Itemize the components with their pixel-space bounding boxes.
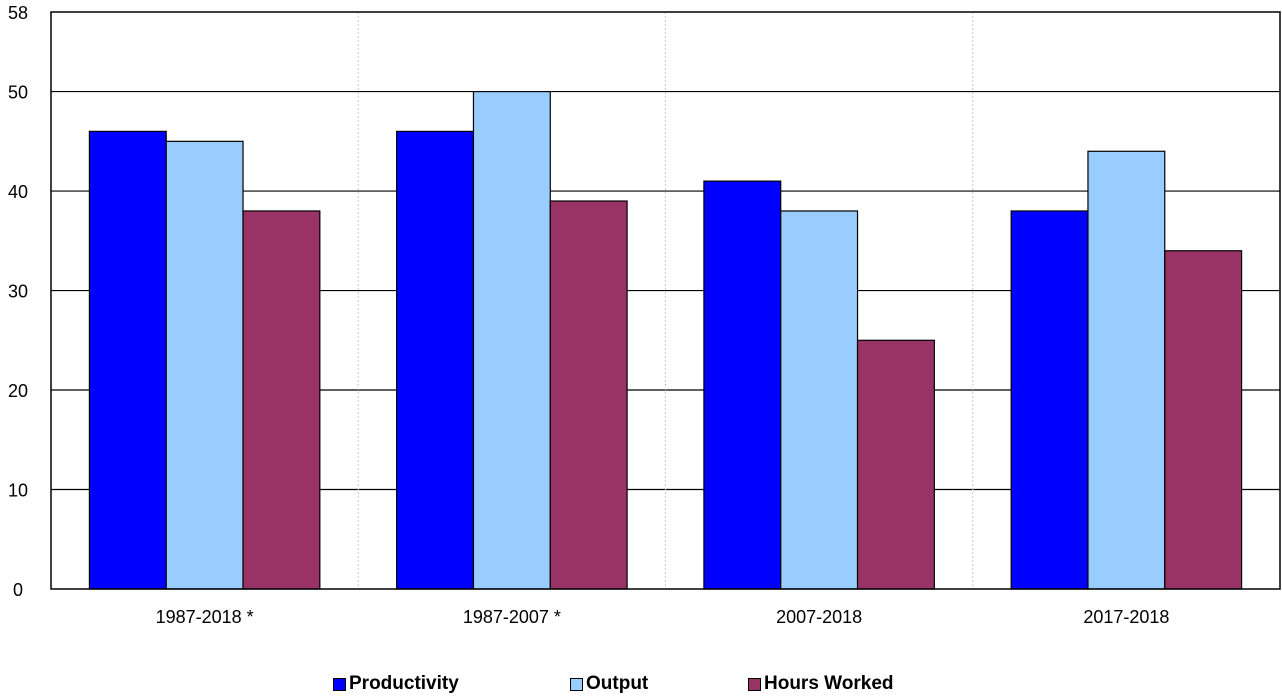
y-tick-label: 30	[8, 282, 28, 302]
y-axis-tick-labels: 0 10 20 30 40 50 58	[8, 3, 28, 600]
y-tick-label: 10	[8, 481, 28, 501]
bar-output	[1087, 150, 1166, 590]
bar-productivity	[396, 130, 475, 590]
legend-label: Output	[586, 673, 649, 694]
bar-output	[165, 140, 244, 590]
bar-productivity	[703, 180, 782, 590]
legend-label: Hours Worked	[764, 673, 894, 694]
legend-swatch	[570, 677, 583, 691]
y-tick-label: 50	[8, 83, 28, 103]
x-tick-label: 2017-2018	[1083, 607, 1169, 627]
bar-output	[472, 90, 551, 590]
x-tick-label: 1987-2018 *	[156, 607, 254, 627]
bar-productivity	[1010, 210, 1089, 590]
legend: Productivity Output Hours Worked	[0, 673, 1282, 697]
bars	[88, 90, 1243, 590]
legend-label: Productivity	[349, 673, 459, 694]
plot-area-frame	[50, 11, 1281, 590]
y-tick-label: 40	[8, 182, 28, 202]
bar-hours-worked	[242, 210, 321, 590]
bar-output	[780, 210, 859, 590]
x-axis-tick-labels: 1987-2018 * 1987-2007 * 2007-2018 2017-2018	[156, 607, 1170, 627]
y-tick-label: 20	[8, 381, 28, 401]
bar-productivity	[88, 130, 167, 590]
bar-hours-worked	[856, 339, 935, 590]
legend-swatch	[333, 677, 346, 691]
y-tick-label: 58	[8, 3, 28, 23]
y-tick-label: 0	[13, 580, 23, 600]
bar-hours-worked	[549, 200, 628, 590]
x-tick-label: 2007-2018	[776, 607, 862, 627]
legend-item-output: Output	[570, 673, 648, 695]
legend-item-productivity: Productivity	[333, 673, 459, 695]
x-tick-label: 1987-2007 *	[463, 607, 561, 627]
legend-swatch	[748, 677, 761, 691]
legend-item-hours-worked: Hours Worked	[748, 673, 894, 695]
bar-hours-worked	[1164, 250, 1243, 590]
